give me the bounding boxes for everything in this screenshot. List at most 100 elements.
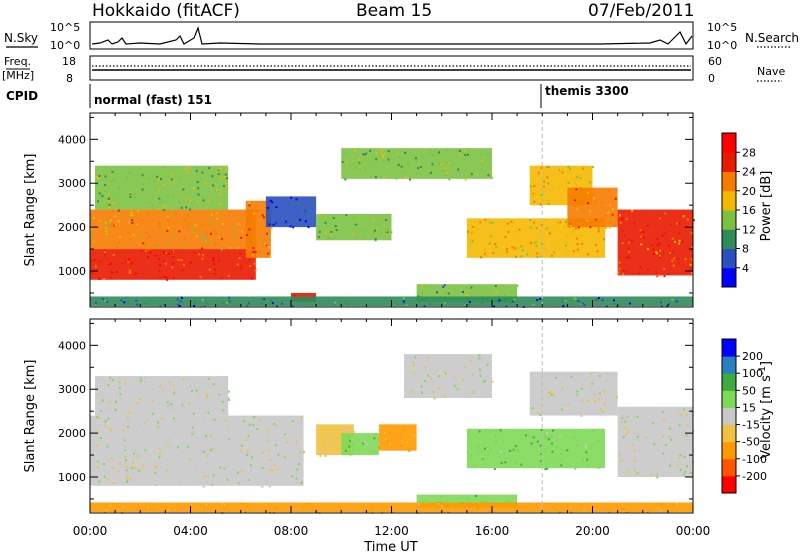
data-speck — [532, 436, 535, 439]
data-speck — [471, 355, 474, 358]
data-speck — [107, 402, 110, 405]
data-speck — [567, 387, 570, 390]
data-speck — [126, 425, 129, 428]
data-speck — [466, 496, 469, 499]
data-speck — [566, 449, 569, 452]
data-speck — [543, 436, 546, 439]
data-speck — [163, 251, 166, 254]
data-speck — [686, 218, 689, 221]
data-speck — [296, 421, 299, 424]
data-speck — [484, 463, 487, 466]
data-speck — [558, 510, 561, 513]
data-speck — [194, 464, 197, 467]
data-speck — [529, 242, 532, 245]
data-speck — [690, 258, 693, 261]
data-speck — [689, 411, 692, 414]
data-speck — [531, 407, 534, 410]
data-speck — [618, 453, 621, 456]
data-speck — [102, 406, 105, 409]
data-speck — [446, 172, 449, 175]
data-speck — [428, 303, 431, 306]
data-speck — [547, 396, 550, 399]
data-speck — [118, 241, 121, 244]
data-speck — [142, 463, 145, 466]
data-speck — [170, 403, 173, 406]
data-speck — [139, 423, 142, 426]
data-speck — [625, 217, 628, 220]
data-speck — [205, 455, 208, 458]
data-speck — [556, 221, 559, 224]
data-speck — [428, 152, 431, 155]
data-speck — [109, 276, 112, 279]
data-speck — [115, 392, 118, 395]
data-speck — [511, 246, 514, 249]
data-speck — [685, 434, 688, 437]
data-speck — [530, 189, 533, 192]
data-speck — [646, 224, 649, 227]
data-speck — [197, 397, 200, 400]
data-speck — [170, 173, 173, 176]
nave-label: Nave — [757, 65, 785, 78]
data-speck — [622, 508, 625, 511]
power-y-label: Slant Range [km] — [23, 154, 38, 267]
data-speck — [539, 297, 542, 300]
data-speck — [107, 458, 110, 461]
data-speck — [225, 505, 228, 508]
data-speck — [609, 220, 612, 223]
data-speck — [301, 213, 304, 216]
data-speck — [226, 177, 229, 180]
data-speck — [254, 269, 257, 272]
data-speck — [91, 260, 94, 263]
data-speck — [212, 383, 215, 386]
data-speck — [157, 424, 160, 427]
data-speck — [157, 189, 160, 192]
data-speck — [507, 231, 510, 234]
data-speck — [112, 254, 115, 257]
data-speck — [550, 442, 553, 445]
data-speck — [420, 165, 423, 168]
data-speck — [199, 275, 202, 278]
data-speck — [520, 245, 523, 248]
data-speck — [330, 231, 333, 234]
data-speck — [565, 252, 568, 255]
data-speck — [635, 432, 638, 435]
data-speck — [404, 303, 407, 306]
data-speck — [415, 160, 418, 163]
data-speck — [554, 376, 557, 379]
data-speck — [661, 410, 664, 413]
data-speck — [573, 181, 576, 184]
data-speck — [198, 253, 201, 256]
data-speck — [466, 451, 469, 454]
data-speck — [130, 214, 133, 217]
data-speck — [461, 290, 464, 293]
data-speck — [215, 407, 218, 410]
data-speck — [470, 457, 473, 460]
data-speck — [481, 450, 484, 453]
data-speck — [144, 449, 147, 452]
data-speck — [624, 234, 627, 237]
data-speck — [227, 254, 230, 257]
data-speck — [227, 423, 230, 426]
data-speck — [427, 356, 430, 359]
data-speck — [207, 482, 210, 485]
data-speck — [177, 303, 180, 306]
data-speck — [581, 234, 584, 237]
data-speck — [457, 168, 460, 171]
y-tick-label: 3000 — [58, 177, 86, 190]
data-speck — [295, 198, 298, 201]
data-speck — [417, 167, 420, 170]
data-speck — [631, 209, 634, 212]
data-speck — [375, 151, 378, 154]
data-speck — [621, 217, 624, 220]
data-speck — [268, 255, 271, 258]
freq-label: Freq. — [4, 55, 31, 68]
data-speck — [132, 462, 135, 465]
colorbar-segment — [722, 475, 736, 494]
data-speck — [183, 237, 186, 240]
data-speck — [437, 502, 440, 505]
data-speck — [352, 216, 355, 219]
data-speck — [604, 227, 607, 230]
data-speck — [619, 452, 622, 455]
data-speck — [476, 356, 479, 359]
data-speck — [189, 261, 192, 264]
